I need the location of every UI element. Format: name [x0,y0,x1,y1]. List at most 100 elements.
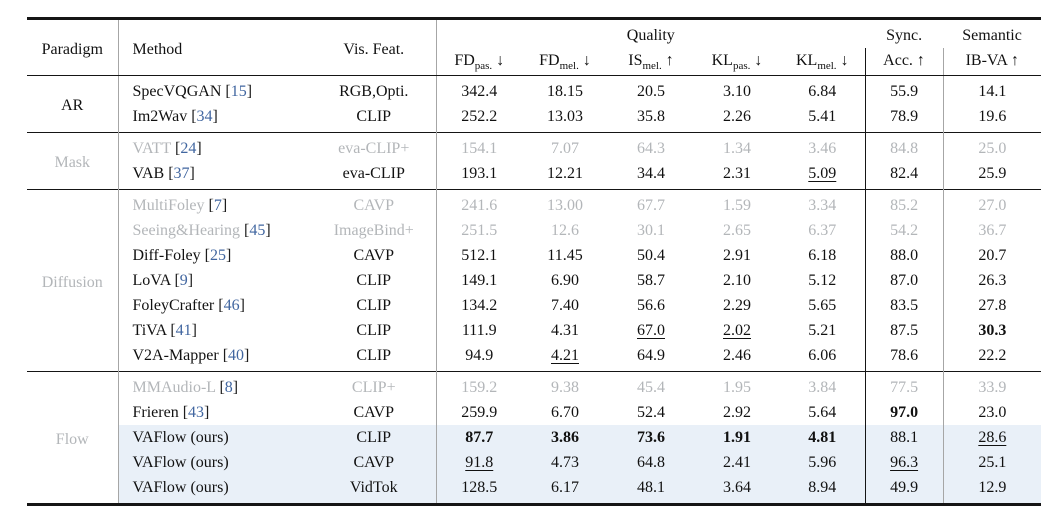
metric-value-cell: 8.94 [780,475,866,505]
metric-value: 7.07 [551,140,579,157]
metric-value-cell: 252.2 [436,104,522,133]
col-header-fd-mel: FDmel. ↓ [522,48,608,76]
citation-link[interactable]: [7] [204,197,228,214]
metric-value: 18.15 [547,83,583,100]
citation-number: 8 [224,379,233,396]
metric-value: 5.64 [808,404,837,421]
citation-link[interactable]: [8] [215,379,239,396]
metric-value: 13.00 [547,197,583,214]
metric-value-cell: 3.34 [780,189,866,218]
metric-value-cell: 14.1 [943,75,1042,104]
metric-value: 87.7 [465,429,494,446]
col-group-quality: Quality [626,27,675,44]
metric-value: 3.46 [808,140,837,157]
metric-value-cell: 96.3 [865,450,944,475]
metric-value: 3.10 [723,83,751,100]
metric-value-cell: 5.12 [780,268,866,293]
metric-value: 25.1 [978,454,1007,471]
table-row: Mask VATT [24] eva-CLIP+ 154.1 7.07 64.3 1.34 3… [27,132,1042,190]
metric-value-cell: 4.81 [780,425,866,450]
citation-link[interactable]: [9] [170,272,194,289]
method-name: VAFlow (ours) [132,454,229,471]
citation-link[interactable]: [34] [187,108,218,125]
col-header-ib-va: IB-VA ↑ [943,48,1042,76]
metric-value: 22.2 [978,347,1007,364]
citation-link[interactable]: [15] [221,83,253,100]
metric-value-cell: 36.7 [943,218,1041,243]
metric-value: 6.18 [808,247,837,264]
metric-value-cell: 3.10 [694,75,780,104]
metric-value: 2.29 [723,297,751,314]
metric-value: 12.21 [547,165,583,182]
citation-link[interactable]: [46] [214,297,245,314]
method-name: VAB [132,165,165,182]
citation-link[interactable]: [40] [218,347,250,364]
metric-value: 6.37 [808,222,837,239]
citation-link[interactable]: [24] [171,140,202,157]
col-header-kl-mel: KLmel. ↓ [780,48,866,76]
metric-value: 34.4 [637,165,665,182]
metric-value: 85.2 [890,197,919,214]
col-header-fd-pas: FDpas. ↓ [436,48,522,76]
metric-value-cell: 23.0 [943,400,1041,425]
metric-value-cell: 20.7 [943,243,1041,268]
citation-number: 24 [180,140,197,157]
method-name: MMAudio-L [132,379,216,396]
method-cell: VATT [24] [118,132,312,161]
metric-value: 84.8 [890,140,919,157]
col-header-kl-pas: KLpas. ↓ [694,48,780,76]
metric-value-cell: 7.40 [522,293,608,318]
col-header-is-mel: ISmel. ↑ [608,48,694,76]
citation-link[interactable]: [25] [200,247,232,264]
vis-feat-cell: eva-CLIP [312,161,437,190]
metric-value: 64.3 [637,140,665,157]
metric-value: 30.3 [978,322,1007,339]
citation-link[interactable]: [37] [164,165,195,182]
metric-value: 251.5 [461,222,498,239]
metric-value-cell: 54.2 [865,218,944,243]
vis-feat-cell: CLIP [312,343,437,372]
metric-value-cell: 6.37 [780,218,866,243]
metric-value-cell: 6.70 [522,400,608,425]
table-row: TiVA [41] CLIP 111.9 4.31 67.0 2.02 5.21 87.5 30… [27,318,1041,343]
metric-value: 1.34 [723,140,751,157]
metric-value: 342.4 [461,83,498,100]
metric-value-cell: 11.45 [522,243,608,268]
table-row: V2A-Mapper [40] CLIP 94.9 4.21 64.9 2.46 6.06 7… [27,343,1041,372]
metric-value-cell: 18.15 [522,75,608,104]
metric-value: 58.7 [637,272,665,289]
metric-value-cell: 67.0 [608,318,694,343]
metric-value: 45.4 [637,379,665,396]
metric-value-cell: 111.9 [436,318,522,343]
metric-value-cell: 128.5 [436,475,522,505]
metric-value: 12.9 [978,479,1007,496]
citation-link[interactable]: [45] [240,222,271,239]
metric-value: 33.9 [978,379,1007,396]
metric-value-cell: 12.21 [522,161,608,190]
metric-value: 67.7 [637,197,665,214]
citation-link[interactable]: [43] [178,404,210,421]
metric-value-cell: 3.84 [780,371,866,400]
metric-value-cell: 2.92 [694,400,780,425]
metric-value: 20.7 [978,247,1007,264]
metric-value: 149.1 [461,272,498,289]
metric-value-cell: 35.8 [608,104,694,133]
metric-value: 2.41 [723,454,751,471]
metric-value: 193.1 [461,165,498,182]
metric-value-cell: 1.95 [694,371,780,400]
metric-value-cell: 97.0 [865,400,944,425]
col-header-vis-feat: Vis. Feat. [312,18,437,76]
method-cell: VAFlow (ours) [118,425,312,450]
metric-value-cell: 5.21 [780,318,866,343]
metric-value-cell: 82.4 [865,161,944,190]
method-cell: SpecVQGAN [15] [118,75,312,104]
citation-link[interactable]: [41] [166,322,197,339]
method-name: MultiFoley [132,197,205,214]
metric-value: 134.2 [461,297,498,314]
metric-value: 6.06 [808,347,837,364]
metric-value: 48.1 [637,479,665,496]
metric-value-cell: 87.0 [865,268,944,293]
metric-value: 6.84 [808,83,837,100]
metric-value-cell: 7.07 [522,132,608,161]
metric-value: 14.1 [978,83,1007,100]
